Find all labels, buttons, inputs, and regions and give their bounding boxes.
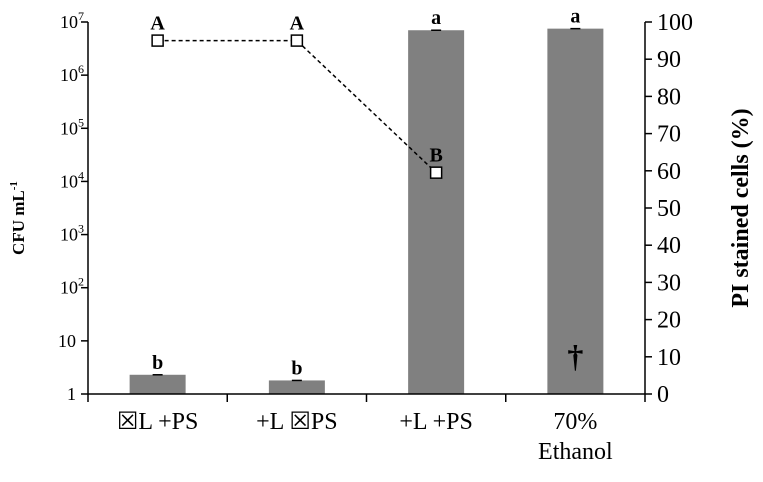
category-label-line: +L ☒PS xyxy=(256,409,338,435)
left-tick-exponent: 3 xyxy=(78,222,84,236)
left-tick-label-3: 103 xyxy=(60,222,84,245)
right-tick-label-8: 80 xyxy=(657,84,681,110)
right-tick-label-9: 90 xyxy=(657,47,681,73)
left-tick-exponent: 5 xyxy=(78,115,84,129)
bar-2-significance-label: b xyxy=(291,357,302,379)
left-tick-exponent: 2 xyxy=(78,275,84,289)
pi-point-significance-label-2: A xyxy=(290,13,305,35)
left-tick-exponent: 7 xyxy=(78,9,84,23)
pi-point-significance-label-1: A xyxy=(150,13,165,35)
right-tick-label-5: 50 xyxy=(657,196,681,222)
bar-group xyxy=(129,27,604,395)
left-axis-title: CFU mL-1 xyxy=(8,181,28,255)
right-tick-label-3: 30 xyxy=(657,270,681,296)
bar-3 xyxy=(408,30,465,394)
category-label-4: 70% Ethanol xyxy=(538,409,613,465)
line-series-group xyxy=(151,34,443,179)
category-label-line: 70% xyxy=(553,409,597,435)
left-tick-base: 10 xyxy=(60,278,78,298)
left-axis-title-superscript: -1 xyxy=(8,181,20,190)
left-tick-label-6: 106 xyxy=(60,62,84,85)
pi-point-significance-label-3: B xyxy=(429,145,442,167)
left-tick-base: 10 xyxy=(60,12,78,32)
pi-stained-line xyxy=(157,39,437,174)
right-tick-label-10: 100 xyxy=(657,10,693,36)
left-tick-label-7: 107 xyxy=(60,9,84,32)
category-label-line: +L +PS xyxy=(399,409,473,435)
left-tick-exponent: 4 xyxy=(78,168,84,182)
right-tick-label-7: 70 xyxy=(657,122,681,148)
right-tick-label-0: 0 xyxy=(657,382,669,408)
left-tick-label-4: 104 xyxy=(60,168,84,191)
bar-3-significance-label: a xyxy=(431,7,441,29)
right-tick-label-1: 10 xyxy=(657,345,681,371)
left-tick-exponent: 6 xyxy=(78,62,84,76)
left-tick-label-0: 1 xyxy=(67,384,76,404)
bar-1 xyxy=(129,374,186,394)
category-label-2: +L ☒PS xyxy=(256,409,338,435)
axes-group: 1101021031041051061070102030405060708090… xyxy=(8,9,754,465)
labels-group: b b a a A A B † xyxy=(150,6,583,380)
category-label-1: ☒L +PS xyxy=(117,409,199,435)
bar-2 xyxy=(268,380,325,394)
category-label-line: ☒L +PS xyxy=(117,409,199,435)
left-tick-label-5: 105 xyxy=(60,115,84,138)
category-label-line: Ethanol xyxy=(538,439,613,465)
right-tick-label-6: 60 xyxy=(657,159,681,185)
bar-1-significance-label: b xyxy=(152,352,163,374)
left-tick-base: 10 xyxy=(60,171,78,191)
right-tick-label-2: 20 xyxy=(657,308,681,334)
pi-point-marker-3 xyxy=(429,166,443,179)
left-tick-label-1: 10 xyxy=(58,331,76,351)
right-tick-label-4: 40 xyxy=(657,233,681,259)
bar-4-significance-label: a xyxy=(570,6,580,28)
left-tick-base: 10 xyxy=(58,331,76,351)
left-tick-base: 10 xyxy=(60,118,78,138)
left-tick-base: 10 xyxy=(60,65,78,85)
left-tick-label-2: 102 xyxy=(60,275,84,298)
right-axis-title: PI stained cells (%) xyxy=(728,108,754,307)
pi-point-marker-1 xyxy=(151,34,164,47)
left-axis-title-text: CFU mL xyxy=(9,190,28,255)
bar-4 xyxy=(547,28,604,395)
category-label-3: +L +PS xyxy=(399,409,473,435)
left-tick-base: 10 xyxy=(60,225,78,245)
annotation-dagger: † xyxy=(567,338,583,374)
pi-point-marker-2 xyxy=(290,34,304,47)
left-tick-base: 1 xyxy=(67,384,76,404)
